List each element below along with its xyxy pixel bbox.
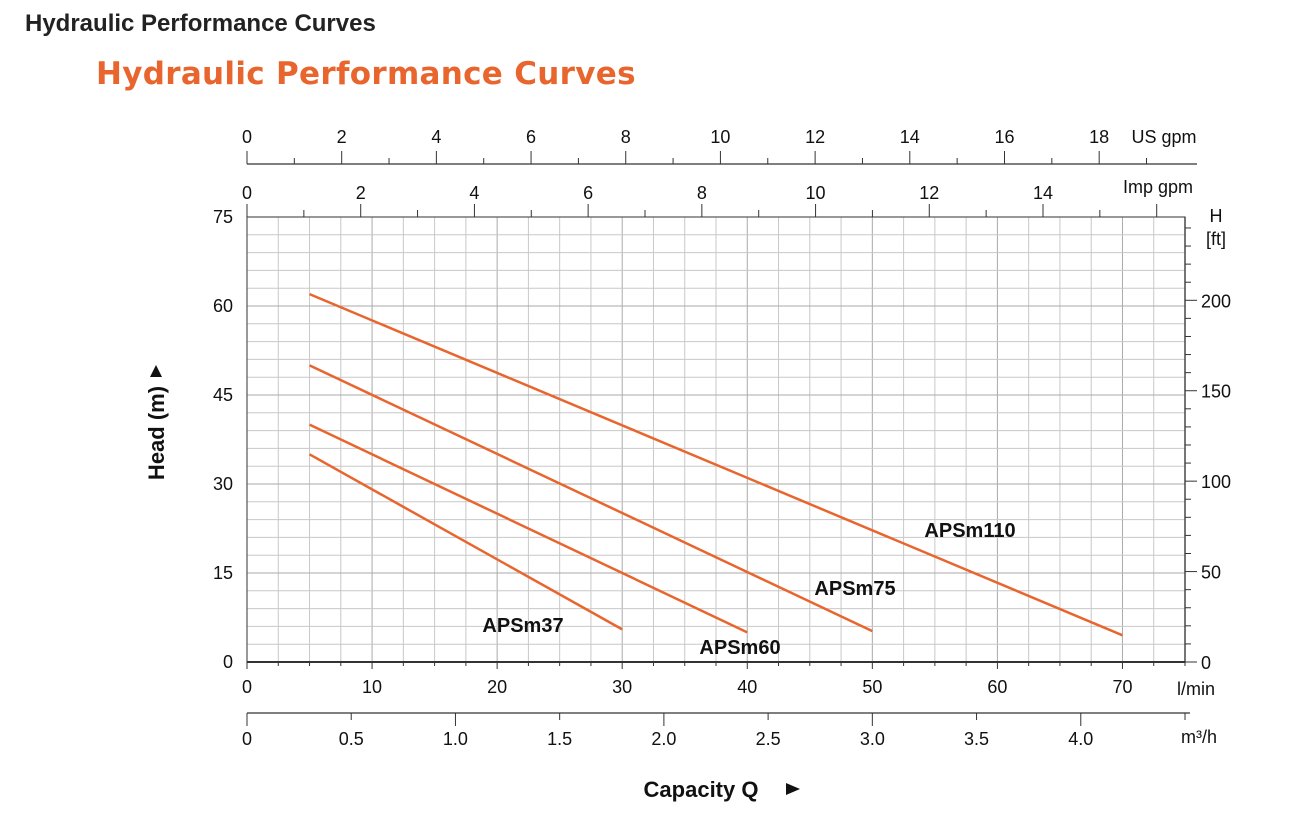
m3h-tick-label: 4.0 bbox=[1068, 729, 1093, 749]
us-gpm-tick-label: 0 bbox=[242, 127, 252, 147]
x-axis-arrow-icon bbox=[786, 783, 800, 795]
x-tick-label: 30 bbox=[612, 677, 632, 697]
us-gpm-tick-label: 14 bbox=[900, 127, 920, 147]
y-tick-label: 45 bbox=[213, 385, 233, 405]
m3h-tick-label: 1.0 bbox=[443, 729, 468, 749]
right-axis-tick-label: 0 bbox=[1201, 653, 1211, 673]
us-gpm-tick-label: 2 bbox=[337, 127, 347, 147]
labels-layer: 0 10 20 30 40 50 60 70 l/min01530456075050100150… bbox=[144, 127, 1231, 802]
x-tick-label: 10 bbox=[362, 677, 382, 697]
x-tick-label: 20 bbox=[487, 677, 507, 697]
y-axis-arrow-icon bbox=[150, 365, 162, 377]
curve-apsm75 bbox=[308, 364, 873, 633]
y-tick-label: 60 bbox=[213, 296, 233, 316]
us-gpm-tick-label: 8 bbox=[621, 127, 631, 147]
m3h-tick-label: 3.0 bbox=[860, 729, 885, 749]
imp-gpm-tick-label: 2 bbox=[356, 183, 366, 203]
y-tick-label: 75 bbox=[213, 207, 233, 227]
grid-layer bbox=[246, 216, 1186, 663]
right-axis-tick-label: 150 bbox=[1201, 382, 1231, 402]
m3h-tick-label: 2.0 bbox=[651, 729, 676, 749]
y-tick-label: 30 bbox=[213, 474, 233, 494]
right-axis-tick-label: 100 bbox=[1201, 472, 1231, 492]
curve-label-apsm37: APSm37 bbox=[482, 615, 563, 637]
x-tick-label: 0 bbox=[242, 677, 252, 697]
m3h-tick-label: 3.5 bbox=[964, 729, 989, 749]
y-tick-label: 0 bbox=[223, 652, 233, 672]
curve-label-apsm110: APSm110 bbox=[924, 520, 1015, 542]
m3h-tick-label: 0.5 bbox=[339, 729, 364, 749]
curve-apsm37 bbox=[308, 453, 623, 631]
curve-apsm110 bbox=[309, 292, 1123, 637]
curves-layer bbox=[308, 292, 1123, 637]
curve-label-apsm75: APSm75 bbox=[814, 578, 895, 600]
right-axis-label-ft: [ft] bbox=[1206, 229, 1226, 249]
us-gpm-tick-label: 4 bbox=[431, 127, 441, 147]
imp-gpm-tick-label: 10 bbox=[806, 183, 826, 203]
y-axis-title: Head (m) bbox=[144, 386, 169, 480]
m3h-tick-label: 2.5 bbox=[756, 729, 781, 749]
us-gpm-tick-label: 12 bbox=[805, 127, 825, 147]
us-gpm-tick-label: 18 bbox=[1089, 127, 1109, 147]
imp-gpm-tick-label: 14 bbox=[1033, 183, 1053, 203]
chart-title: Hydraulic Performance Curves bbox=[96, 56, 636, 92]
us-gpm-tick-label: 16 bbox=[994, 127, 1014, 147]
y-tick-label: 15 bbox=[213, 563, 233, 583]
us-gpm-tick-label: 6 bbox=[526, 127, 536, 147]
imp-gpm-tick-label: 4 bbox=[469, 183, 479, 203]
curve-label-apsm60: APSm60 bbox=[699, 637, 780, 659]
right-axis-tick-label: 200 bbox=[1201, 291, 1231, 311]
right-axis-label-h: H bbox=[1210, 206, 1223, 226]
m3h-unit-label: m³/h bbox=[1181, 727, 1217, 747]
x-tick-label: 40 bbox=[737, 677, 757, 697]
m3h-tick-label: 0 bbox=[242, 729, 252, 749]
right-axis-tick-label: 50 bbox=[1201, 563, 1221, 583]
x-tick-label: 50 bbox=[862, 677, 882, 697]
curve-apsm60 bbox=[308, 423, 748, 634]
imp-gpm-tick-label: 6 bbox=[583, 183, 593, 203]
page-title: Hydraulic Performance Curves bbox=[25, 10, 376, 37]
imp-gpm-tick-label: 12 bbox=[919, 183, 939, 203]
imp-gpm-tick-label: 8 bbox=[697, 183, 707, 203]
x-tick-label: 60 bbox=[987, 677, 1007, 697]
imp-gpm-unit-label: Imp gpm bbox=[1123, 177, 1193, 197]
us-gpm-tick-label: 10 bbox=[710, 127, 730, 147]
x-tick-label: 70 bbox=[1112, 677, 1132, 697]
imp-gpm-tick-label: 0 bbox=[242, 183, 252, 203]
us-gpm-unit-label: US gpm bbox=[1131, 127, 1196, 147]
x-axis-title: Capacity Q bbox=[644, 777, 759, 802]
axes-layer bbox=[246, 151, 1197, 726]
m3h-tick-label: 1.5 bbox=[547, 729, 572, 749]
x-unit-label: l/min bbox=[1177, 679, 1215, 699]
